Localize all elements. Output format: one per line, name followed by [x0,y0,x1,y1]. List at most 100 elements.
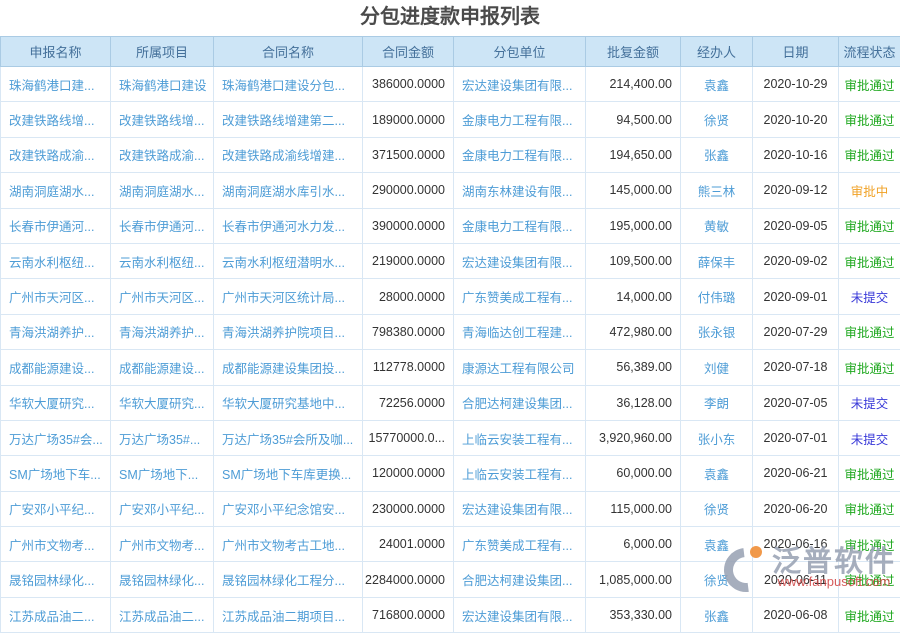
cell-contract[interactable]: 江苏成品油二期项目... [214,597,363,632]
cell-project[interactable]: 晟铭园林绿化... [111,562,214,597]
status-badge[interactable]: 审批通过 [839,243,900,278]
cell-handler[interactable]: 张鑫 [681,137,753,172]
cell-unit[interactable]: 广东赞美成工程有... [454,527,586,562]
cell-contract[interactable]: 长春市伊通河水力发... [214,208,363,243]
cell-handler[interactable]: 熊三林 [681,173,753,208]
status-badge[interactable]: 未提交 [839,279,900,314]
status-badge[interactable]: 未提交 [839,420,900,455]
cell-project[interactable]: 珠海鹤港口建设 [111,67,214,102]
status-badge[interactable]: 审批通过 [839,102,900,137]
cell-project[interactable]: 万达广场35#... [111,420,214,455]
cell-handler[interactable]: 刘健 [681,350,753,385]
status-badge[interactable]: 审批通过 [839,456,900,491]
cell-name[interactable]: 广州市文物考... [1,527,111,562]
cell-handler[interactable]: 付伟璐 [681,279,753,314]
cell-handler[interactable]: 徐贤 [681,562,753,597]
cell-contract[interactable]: 珠海鹤港口建设分包... [214,67,363,102]
status-badge[interactable]: 未提交 [839,385,900,420]
cell-unit[interactable]: 合肥达柯建设集团... [454,385,586,420]
cell-project[interactable]: 广州市天河区... [111,279,214,314]
cell-contract[interactable]: 广州市文物考古工地... [214,527,363,562]
cell-unit[interactable]: 湖南东林建设有限... [454,173,586,208]
cell-unit[interactable]: 宏达建设集团有限... [454,491,586,526]
cell-contract[interactable]: 改建铁路成渝线增建... [214,137,363,172]
cell-handler[interactable]: 袁鑫 [681,67,753,102]
cell-contract[interactable]: 广州市天河区统计局... [214,279,363,314]
cell-contract[interactable]: 万达广场35#会所及咖... [214,420,363,455]
cell-handler[interactable]: 张小东 [681,420,753,455]
cell-name[interactable]: 青海洪湖养护... [1,314,111,349]
cell-project[interactable]: 青海洪湖养护... [111,314,214,349]
cell-unit[interactable]: 上临云安装工程有... [454,456,586,491]
cell-name[interactable]: 江苏成品油二... [1,597,111,632]
cell-handler[interactable]: 张鑫 [681,597,753,632]
cell-unit[interactable]: 金康电力工程有限... [454,137,586,172]
cell-unit[interactable]: 宏达建设集团有限... [454,597,586,632]
status-badge[interactable]: 审批通过 [839,562,900,597]
cell-project[interactable]: 江苏成品油二... [111,597,214,632]
cell-contract[interactable]: SM广场地下车库更换... [214,456,363,491]
cell-name[interactable]: 晟铭园林绿化... [1,562,111,597]
cell-handler[interactable]: 徐贤 [681,102,753,137]
cell-name[interactable]: 改建铁路成渝... [1,137,111,172]
status-badge[interactable]: 审批通过 [839,137,900,172]
cell-unit[interactable]: 宏达建设集团有限... [454,67,586,102]
cell-name[interactable]: 广安邓小平纪... [1,491,111,526]
status-badge[interactable]: 审批通过 [839,350,900,385]
cell-project[interactable]: 改建铁路线增... [111,102,214,137]
cell-project[interactable]: 广州市文物考... [111,527,214,562]
cell-project[interactable]: 湖南洞庭湖水... [111,173,214,208]
cell-date: 2020-07-01 [753,420,839,455]
cell-unit[interactable]: 金康电力工程有限... [454,102,586,137]
cell-contract[interactable]: 湖南洞庭湖水库引水... [214,173,363,208]
status-badge[interactable]: 审批通过 [839,208,900,243]
cell-approved_amount: 94,500.00 [586,102,681,137]
cell-contract[interactable]: 华软大厦研究基地中... [214,385,363,420]
cell-handler[interactable]: 黄敏 [681,208,753,243]
cell-handler[interactable]: 李朗 [681,385,753,420]
cell-handler[interactable]: 袁鑫 [681,456,753,491]
cell-unit[interactable]: 合肥达柯建设集团... [454,562,586,597]
cell-project[interactable]: 改建铁路成渝... [111,137,214,172]
cell-project[interactable]: 广安邓小平纪... [111,491,214,526]
cell-name[interactable]: 珠海鹤港口建... [1,67,111,102]
cell-name[interactable]: 云南水利枢纽... [1,243,111,278]
cell-project[interactable]: SM广场地下... [111,456,214,491]
cell-project[interactable]: 华软大厦研究... [111,385,214,420]
status-badge[interactable]: 审批通过 [839,527,900,562]
cell-contract[interactable]: 成都能源建设集团投... [214,350,363,385]
cell-unit[interactable]: 康源达工程有限公司 [454,350,586,385]
cell-contract[interactable]: 晟铭园林绿化工程分... [214,562,363,597]
cell-name[interactable]: 湖南洞庭湖水... [1,173,111,208]
cell-unit[interactable]: 青海临达创工程建... [454,314,586,349]
cell-handler[interactable]: 张永银 [681,314,753,349]
cell-project[interactable]: 长春市伊通河... [111,208,214,243]
status-badge[interactable]: 审批中 [839,173,900,208]
cell-handler[interactable]: 袁鑫 [681,527,753,562]
status-badge[interactable]: 审批通过 [839,491,900,526]
cell-handler[interactable]: 薛保丰 [681,243,753,278]
cell-handler[interactable]: 徐贤 [681,491,753,526]
status-badge[interactable]: 审批通过 [839,597,900,632]
cell-name[interactable]: 华软大厦研究... [1,385,111,420]
cell-contract[interactable]: 青海洪湖养护院项目... [214,314,363,349]
cell-unit[interactable]: 广东赞美成工程有... [454,279,586,314]
cell-unit[interactable]: 金康电力工程有限... [454,208,586,243]
cell-project[interactable]: 云南水利枢纽... [111,243,214,278]
cell-name[interactable]: 广州市天河区... [1,279,111,314]
cell-unit[interactable]: 上临云安装工程有... [454,420,586,455]
status-badge[interactable]: 审批通过 [839,314,900,349]
status-badge[interactable]: 审批通过 [839,67,900,102]
table-row: 云南水利枢纽...云南水利枢纽...云南水利枢纽潜明水...219000.000… [1,243,900,278]
cell-name[interactable]: 成都能源建设... [1,350,111,385]
cell-name[interactable]: 长春市伊通河... [1,208,111,243]
cell-project[interactable]: 成都能源建设... [111,350,214,385]
cell-name[interactable]: 万达广场35#会... [1,420,111,455]
cell-contract[interactable]: 广安邓小平纪念馆安... [214,491,363,526]
table-row: 青海洪湖养护...青海洪湖养护...青海洪湖养护院项目...798380.000… [1,314,900,349]
cell-name[interactable]: 改建铁路线增... [1,102,111,137]
cell-contract[interactable]: 改建铁路线增建第二... [214,102,363,137]
cell-contract[interactable]: 云南水利枢纽潜明水... [214,243,363,278]
cell-name[interactable]: SM广场地下车... [1,456,111,491]
cell-unit[interactable]: 宏达建设集团有限... [454,243,586,278]
